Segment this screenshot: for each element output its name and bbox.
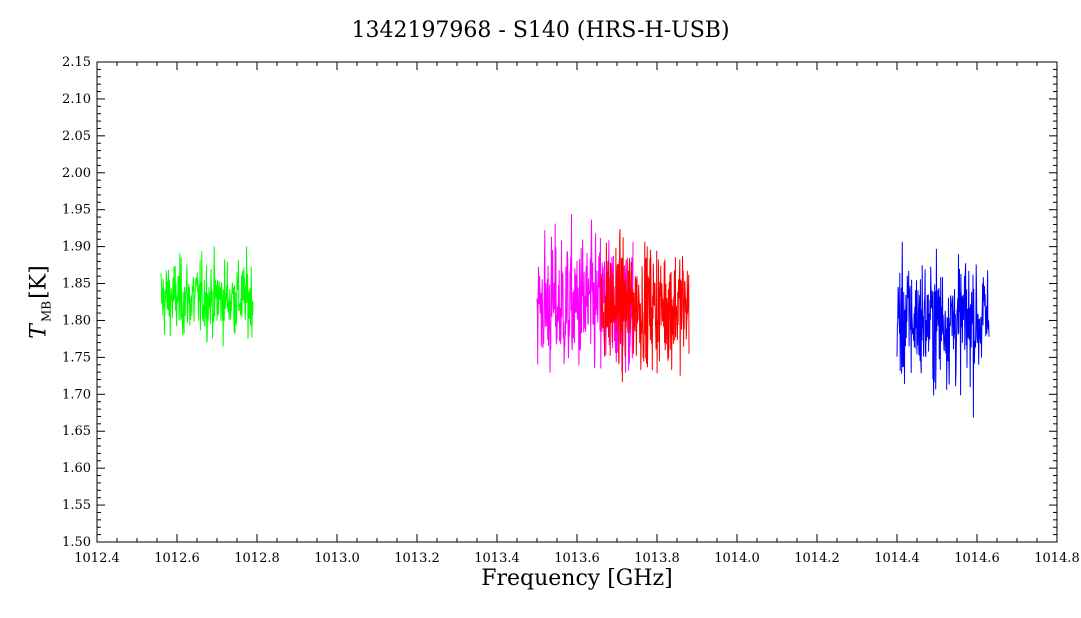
y-tick-label: 1.65	[62, 424, 91, 439]
x-tick-label: 1013.8	[634, 551, 680, 566]
y-axis-label-unit: [K]	[26, 265, 52, 299]
y-axis-label-symbol: T	[26, 324, 52, 339]
x-tick-label: 1013.6	[554, 551, 600, 566]
y-tick-label: 1.95	[62, 203, 91, 218]
series-line-1	[160, 246, 254, 347]
y-tick-label: 2.15	[62, 55, 91, 70]
y-tick-label: 2.10	[62, 92, 91, 107]
y-tick-label: 1.60	[62, 461, 91, 476]
x-tick-label: 1013.4	[474, 551, 520, 566]
x-tick-label: 1014.6	[954, 551, 1000, 566]
x-tick-label: 1014.0	[714, 551, 760, 566]
x-tick-label: 1014.8	[1034, 551, 1080, 566]
y-tick-label: 1.75	[62, 350, 91, 365]
y-tick-label: 1.50	[62, 535, 91, 550]
y-tick-label: 2.05	[62, 129, 91, 144]
x-tick-label: 1012.8	[234, 551, 280, 566]
series-line-3	[600, 229, 690, 383]
y-tick-label: 1.55	[62, 498, 91, 513]
x-tick-label: 1013.0	[314, 551, 360, 566]
x-tick-label: 1012.6	[154, 551, 200, 566]
y-tick-label: 1.90	[62, 240, 91, 255]
y-axis-label-subscript: MB	[39, 300, 54, 323]
series-line-4	[896, 241, 990, 418]
chart-title: 1342197968 - S140 (HRS-H-USB)	[351, 18, 730, 43]
series-line-2	[536, 214, 634, 373]
x-tick-label: 1012.4	[74, 551, 120, 566]
x-tick-label: 1014.2	[794, 551, 840, 566]
y-tick-label: 1.80	[62, 313, 91, 328]
y-tick-label: 1.70	[62, 387, 91, 402]
x-axis-label: Frequency [GHz]	[481, 566, 673, 591]
y-tick-label: 2.00	[62, 166, 91, 181]
y-tick-label: 1.85	[62, 277, 91, 292]
x-tick-label: 1014.4	[874, 551, 920, 566]
x-tick-label: 1013.2	[394, 551, 440, 566]
y-axis-label: TMB[K]	[27, 265, 54, 338]
